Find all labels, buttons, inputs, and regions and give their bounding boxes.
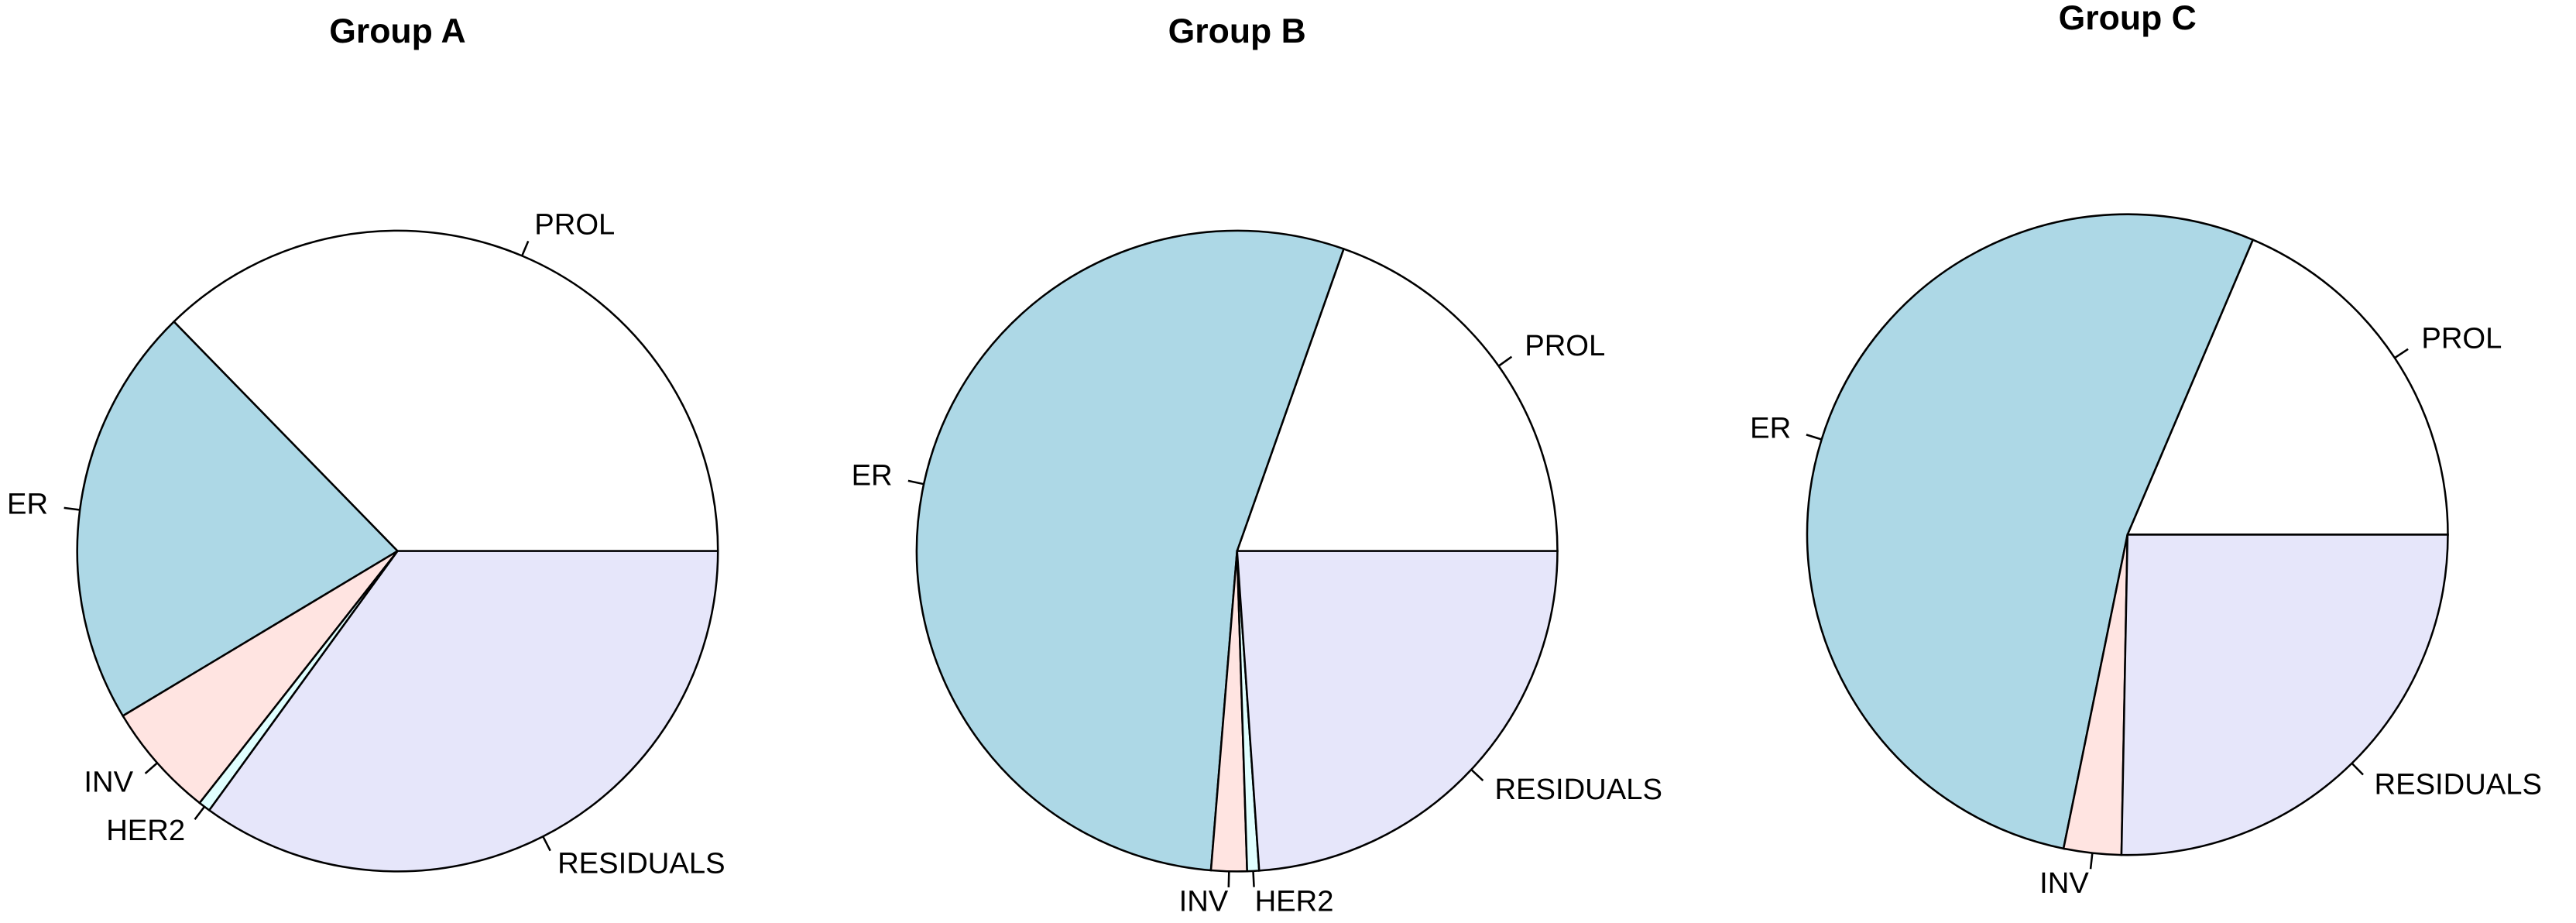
label-tick — [63, 506, 81, 511]
slice-label: ER — [852, 459, 893, 492]
slice-label: INV — [2039, 866, 2089, 900]
slice-label: RESIDUALS — [2375, 767, 2542, 801]
chart-title: Group B — [1168, 12, 1306, 50]
slice-label: INV — [1179, 885, 1229, 918]
label-tick — [1470, 768, 1484, 781]
chart-title: Group A — [329, 12, 466, 50]
label-tick — [2089, 853, 2094, 870]
pie-slice — [76, 320, 400, 718]
label-tick — [2394, 348, 2409, 359]
slice-label: PROL — [1525, 329, 1605, 362]
slice-label: HER2 — [1255, 884, 1334, 918]
slice-label: ER — [1750, 411, 1791, 444]
pie-slice — [1806, 213, 2255, 850]
label-tick — [1806, 434, 1823, 441]
slice-label: INV — [84, 766, 133, 799]
label-tick — [194, 805, 206, 821]
pie-slice — [2125, 238, 2449, 536]
label-tick — [1227, 871, 1230, 887]
pie-slice — [121, 550, 399, 805]
label-tick — [144, 762, 158, 774]
label-tick — [2351, 762, 2364, 776]
slice-label: PROL — [534, 208, 615, 241]
slice-label: HER2 — [106, 814, 185, 847]
label-tick — [521, 240, 530, 256]
slice-label: ER — [7, 487, 48, 520]
label-tick — [907, 479, 924, 486]
chart-title: Group C — [2059, 0, 2197, 37]
slice-label: PROL — [2421, 321, 2502, 355]
pie-slice — [208, 550, 719, 873]
pie-slice — [915, 229, 1346, 872]
pie-slice — [2120, 534, 2449, 856]
label-tick — [542, 836, 551, 852]
slice-label: RESIDUALS — [557, 846, 725, 880]
pie-slice — [1236, 550, 1559, 872]
slice-label: RESIDUALS — [1494, 773, 1662, 806]
label-tick — [1497, 355, 1513, 367]
